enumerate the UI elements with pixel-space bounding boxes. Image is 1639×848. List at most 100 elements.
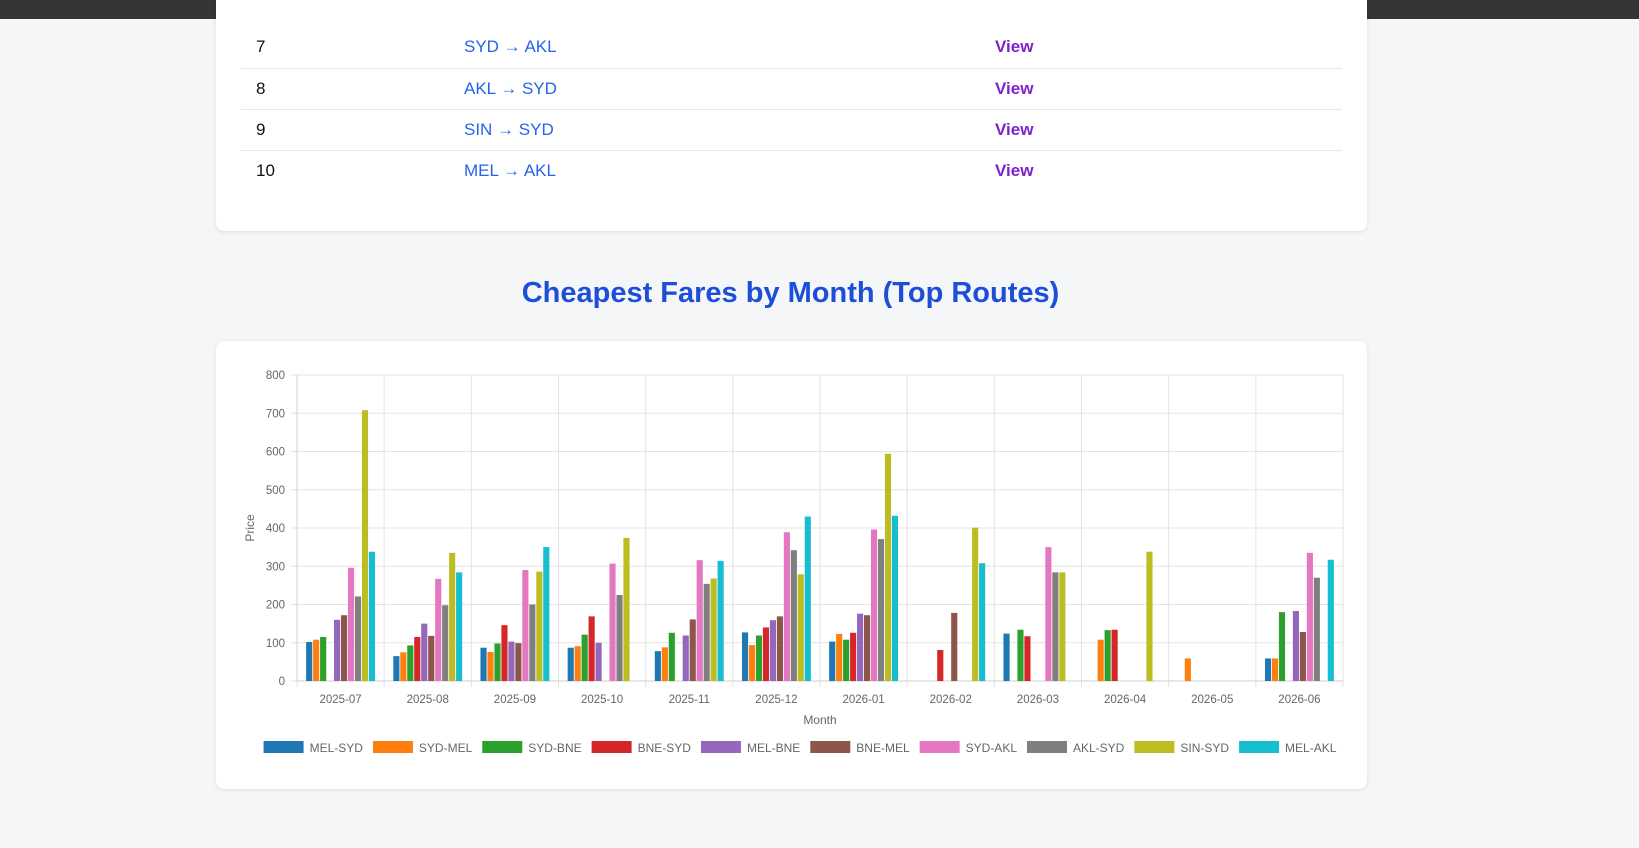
bar [870,529,878,681]
bar [755,635,763,681]
y-tick-label: 800 [266,370,285,382]
bar [1052,572,1059,681]
bar [1313,577,1320,681]
route-link[interactable]: SYD → AKL [449,27,980,69]
legend-swatch [482,741,523,753]
bar [368,551,376,681]
y-tick-label: 200 [266,600,285,612]
bar [595,642,602,681]
x-tick-label: 2025-07 [319,694,361,706]
bar [428,635,435,681]
view-link[interactable]: View [980,109,1342,151]
route-link[interactable]: MEL → AKL [464,160,556,180]
bar [313,639,320,681]
legend-swatch [1239,741,1280,753]
bar [972,527,979,681]
bar [654,651,661,681]
bar [843,639,850,681]
legend-label: SYD-AKL [966,741,1018,755]
bar [1104,630,1111,681]
bar [1184,658,1191,681]
row-number: 7 [241,27,449,69]
bar [320,637,327,681]
bar [1024,636,1031,681]
bar [979,563,986,681]
x-tick-label: 2025-10 [581,694,623,706]
view-link[interactable]: View [980,27,1342,69]
bar [581,634,588,681]
legend-label: SYD-BNE [528,741,581,755]
legend-swatch [919,741,960,753]
route-link[interactable]: AKL → SYD [449,68,980,110]
legend-label: SIN-SYD [1180,741,1229,755]
bar [435,578,442,681]
y-tick-label: 600 [266,447,285,459]
x-tick-label: 2025-12 [755,694,797,706]
legend-swatch [591,741,632,753]
x-tick-label: 2025-09 [494,694,536,706]
y-axis-title: Price [243,514,257,542]
x-tick-label: 2026-04 [1104,694,1147,706]
legend-swatch [810,741,851,753]
bar [623,537,630,681]
bar [543,547,550,681]
bar [783,532,790,681]
legend-swatch [263,741,304,753]
legend-label: AKL-SYD [1073,741,1125,755]
bar [877,539,885,681]
legend-label: BNE-SYD [638,741,692,755]
table-row: 10 MEL → AKL View [241,150,1342,191]
bar [515,643,522,681]
legend-swatch [700,741,741,753]
table-row: 9 SIN → SYD View [241,109,1342,151]
y-tick-label: 0 [279,676,285,688]
view-link[interactable]: View [980,68,1342,110]
bar [414,637,421,681]
bar [891,515,899,681]
x-axis-title: Month [803,713,836,727]
bar [1097,639,1104,681]
legend-swatch [372,741,413,753]
route-link[interactable]: SIN → SYD [449,109,980,151]
bar [857,613,864,681]
bar [769,620,776,681]
fares-bar-chart: 0 100 200 300 400 500 600 700 800 2025-07 2025-08 2… [243,370,1344,755]
bar [1045,547,1052,681]
bar [1327,559,1334,681]
bar [797,574,804,681]
bar [829,641,836,681]
bar [508,641,515,681]
bar [1017,629,1024,681]
bar [1299,632,1306,681]
bar [609,563,616,681]
bar [776,616,783,681]
bar [748,645,756,681]
section-title: Cheapest Fares by Month (Top Routes) [521,277,1060,309]
bar [421,623,428,681]
bar [588,616,595,681]
bar [529,604,536,681]
bar [361,410,369,681]
bar [850,632,857,681]
bar [393,656,400,681]
legend-label: MEL-AKL [1285,741,1337,755]
row-number: 8 [241,68,449,110]
chart-card: 0 100 200 300 400 500 600 700 800 2025-07 2025-08 2… [216,341,1367,789]
y-tick-label: 500 [266,485,285,497]
x-tick-label: 2026-01 [842,694,884,706]
x-tick-label: 2026-02 [930,694,972,706]
y-tick-label: 300 [266,561,285,573]
y-tick-label: 100 [266,638,285,650]
table-row: 8 AKL → SYD View [241,68,1342,110]
x-tick-label: 2026-05 [1191,694,1233,706]
bar [682,635,689,681]
bar [1003,633,1010,681]
x-tick-label: 2025-11 [669,694,710,706]
legend-swatch [1027,741,1068,753]
view-link[interactable]: View [995,160,1034,180]
bar [1292,611,1299,681]
bar [710,578,717,681]
bar [668,632,675,681]
bar [1059,572,1066,681]
bar [480,647,487,681]
